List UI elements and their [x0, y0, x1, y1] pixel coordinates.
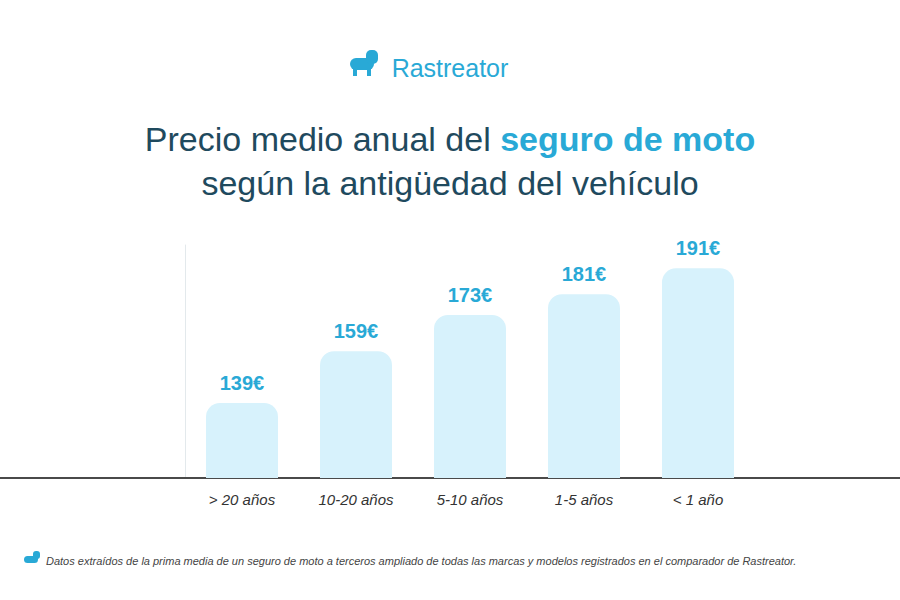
svg-text:seguro de moto: seguro de moto: [500, 120, 755, 158]
svg-text:191€: 191€: [676, 237, 721, 259]
svg-text:según la antigüedad del vehícu: según la antigüedad del vehículo: [201, 164, 698, 202]
svg-text:1-5 años: 1-5 años: [555, 491, 614, 508]
svg-text:< 1 año: < 1 año: [673, 491, 723, 508]
svg-text:Precio medio anual del: Precio medio anual del: [145, 120, 500, 158]
svg-text:139€: 139€: [220, 372, 265, 394]
svg-text:> 20 años: > 20 años: [209, 491, 276, 508]
svg-text:Rastreator: Rastreator: [392, 54, 509, 82]
svg-text:173€: 173€: [448, 284, 493, 306]
svg-text:159€: 159€: [334, 320, 379, 342]
svg-text:181€: 181€: [562, 263, 607, 285]
svg-text:Datos extraídos de la prima me: Datos extraídos de la prima media de un …: [46, 555, 796, 567]
svg-text:5-10 años: 5-10 años: [437, 491, 504, 508]
svg-text:10-20 años: 10-20 años: [318, 491, 394, 508]
